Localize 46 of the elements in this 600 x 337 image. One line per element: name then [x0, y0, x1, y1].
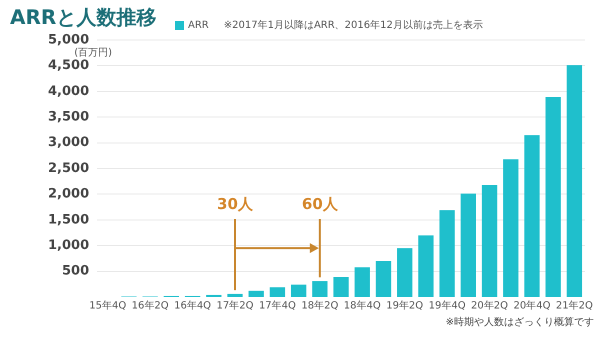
bar — [312, 281, 328, 297]
bar — [248, 290, 264, 297]
y-tick-label: 4,000 — [48, 84, 90, 99]
chart-title: ARRと人数推移 — [10, 4, 156, 31]
x-tick-label: 16年2Q — [132, 300, 169, 312]
y-tick-label: 4,500 — [48, 58, 90, 74]
x-tick-label: 21年2Q — [556, 300, 593, 312]
bar — [439, 210, 455, 297]
text: ※2017年1月以降はARR、2016年12月以前は売上を表示 — [224, 18, 483, 32]
bar — [546, 97, 561, 297]
y-tick-label: 500 — [62, 264, 90, 279]
bar — [524, 135, 540, 297]
x-tick-label: 18年4Q — [344, 300, 381, 312]
bar — [290, 284, 306, 297]
bar — [418, 235, 434, 297]
bar — [354, 267, 370, 297]
bar — [503, 159, 518, 297]
bar — [333, 276, 349, 297]
bar — [376, 261, 392, 297]
annotation: 60人 — [302, 195, 339, 214]
bar — [460, 194, 476, 297]
x-tick-label: 17年2Q — [216, 300, 254, 312]
bar — [270, 287, 286, 297]
bar — [227, 294, 243, 297]
y-tick-label: 2,500 — [48, 160, 90, 176]
y-tick-label: 3,000 — [48, 135, 90, 150]
x-tick-label: 20年4Q — [513, 300, 551, 312]
y-axis-title: (百万円) — [74, 48, 112, 59]
x-tick-label: 18年2Q — [301, 300, 338, 312]
bar — [397, 248, 412, 297]
y-tick-label: 1,500 — [48, 212, 90, 228]
x-tick-label: 17年4Q — [258, 300, 296, 312]
x-tick-label: 15年4Q — [89, 300, 126, 312]
y-tick-label: 3,500 — [48, 109, 90, 124]
legend-label: ARR — [188, 20, 209, 30]
x-tick-label: 19年2Q — [386, 300, 424, 312]
text: ※時期や人数はざっくり概算です — [446, 316, 594, 329]
x-tick-label: 19年4Q — [428, 300, 466, 312]
y-tick-label: 5,000 — [48, 32, 90, 48]
annotation: 30人 — [217, 195, 254, 214]
y-tick-label: 1,000 — [48, 238, 90, 253]
y-tick-label: 2,000 — [48, 186, 90, 202]
x-tick-label: 20年2Q — [471, 300, 508, 312]
bar — [566, 65, 582, 297]
bar — [482, 184, 498, 297]
x-tick-label: 16年4Q — [174, 300, 212, 312]
